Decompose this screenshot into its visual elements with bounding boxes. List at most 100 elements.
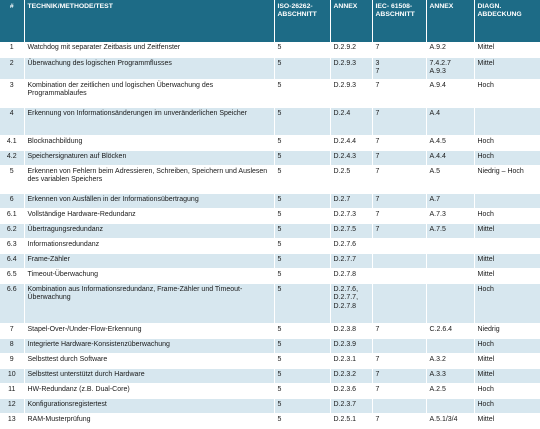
cell-iso: 5 [274, 79, 331, 108]
cell-text: Mittel [477, 415, 495, 423]
cell-text: D.2.7.7, [333, 294, 359, 302]
cell-iso: 5 [274, 413, 331, 429]
cell-coverage: Hoch [474, 208, 540, 224]
cell-text: Erkennen von Fehlern beim Adressieren, S… [27, 167, 268, 184]
cell-annex-iec [426, 253, 475, 269]
cell-iso: 5 [274, 353, 331, 369]
cell-annex-iso: D.2.7.7 [330, 253, 373, 269]
cell-text: A.9.3 [429, 68, 446, 76]
cell-text: 7 [375, 385, 380, 393]
cell-coverage: Mittel [474, 42, 540, 58]
cell-text: D.2.7.6, [333, 285, 359, 293]
cell-annex-iso: D.2.9.3 [330, 57, 373, 80]
table-row: 4.1 Blocknachbildung 5 D.2.4.4 7 A.4.5 Hoch [0, 135, 540, 151]
cell-technique: Vollständige Hardware-Redundanz [24, 208, 275, 224]
table-row: 4.2 Speichersignaturen auf Blöcken 5 D.2.4.… [0, 150, 540, 166]
cell-iec: 7 [372, 413, 427, 429]
cell-num: 4.1 [0, 135, 25, 151]
cell-annex-iec: A.3.2 [426, 353, 475, 369]
cell-iso: 5 [274, 238, 331, 254]
cell-text: 5 [277, 400, 282, 408]
cell-technique: Watchdog mit separater Zeitbasis und Zei… [24, 42, 275, 58]
cell-text: A.4.4 [429, 152, 446, 160]
cell-coverage: Niedrig – Hoch [474, 165, 540, 194]
cell-iec: 7 [372, 107, 427, 136]
cell-text: D.2.5 [333, 167, 351, 175]
cell-text: D.2.3.9 [333, 340, 357, 348]
cell-text: 7 [9, 325, 14, 333]
table-row: 4 Erkennung von Informationsänderungen im… [0, 107, 540, 136]
cell-iso: 5 [274, 150, 331, 166]
cell-text: Mittel [477, 44, 495, 51]
cell-annex-iso: D.2.7.6 [330, 238, 373, 254]
cell-technique: Stapel-Over-/Under-Flow-Erkennung [24, 323, 275, 339]
cell-iso: 5 [274, 283, 331, 324]
cell-text: A.7 [429, 195, 441, 203]
table-row: 7 Stapel-Over-/Under-Flow-Erkennung 5 D.2.3… [0, 323, 540, 339]
cell-coverage: Hoch [474, 398, 540, 414]
cell-text: D.2.4.3 [333, 152, 357, 160]
cell-technique: Erkennung von Informationsänderungen im … [24, 107, 275, 136]
table-row: 5 Erkennen von Fehlern beim Adressieren, … [0, 165, 540, 194]
cell-iso: 5 [274, 398, 331, 414]
cell-annex-iec: A.5.1/3/4 [426, 413, 475, 429]
cell-text: 5 [277, 152, 282, 160]
cell-annex-iso: D.2.7.6, D.2.7.7, D.2.7.8 [330, 283, 373, 324]
cell-iso: 5 [274, 383, 331, 399]
cell-annex-iec: A.7.3 [426, 208, 475, 224]
cell-text: 5 [277, 59, 282, 67]
cell-text: Hoch [477, 152, 494, 160]
cell-iso: 5 [274, 42, 331, 58]
cell-text: 7.4.2.7 [429, 59, 451, 67]
cell-annex-iec [426, 283, 475, 324]
cell-annex-iso: D.2.3.1 [330, 353, 373, 369]
cell-text: 13 [7, 415, 16, 423]
cell-technique: Timeout-Überwachung [24, 268, 275, 284]
cell-iec: 7 [372, 150, 427, 166]
cell-iso: 5 [274, 323, 331, 339]
cell-text: Selbsttest unterstützt durch Hardware [27, 370, 145, 378]
cell-iso: 5 [274, 223, 331, 239]
cell-annex-iec: A.4 [426, 107, 475, 136]
cell-technique: Selbsttest unterstützt durch Hardware [24, 368, 275, 384]
cell-text: 5 [277, 340, 282, 348]
cell-text: D.2.7.8 [333, 302, 357, 310]
cell-text: 4 [9, 109, 14, 117]
cell-annex-iec [426, 238, 475, 254]
header-iec: IEC- 61508-ABSCHNITT [372, 0, 427, 42]
cell-iec [372, 283, 427, 324]
cell-text: D.2.7.8 [333, 270, 357, 278]
cell-iec [372, 253, 427, 269]
cell-text: Überwachung des logischen Programmflusse… [27, 59, 172, 67]
cell-text: Integrierte Hardware-Konsistenzüberwachu… [27, 340, 170, 348]
cell-annex-iec: A.9.2 [426, 42, 475, 58]
cell-text: D.2.3.2 [333, 370, 357, 378]
cell-num: 9 [0, 353, 25, 369]
cell-annex-iso: D.2.3.9 [330, 338, 373, 354]
cell-text: 6.2 [6, 225, 17, 233]
cell-text: 7 [375, 152, 380, 160]
cell-annex-iso: D.2.4.3 [330, 150, 373, 166]
cell-text: 5 [277, 270, 282, 278]
cell-num: 6 [0, 193, 25, 209]
cell-text: 7 [375, 325, 380, 333]
cell-text: Übertragungsredundanz [27, 225, 104, 233]
cell-annex-iec: C.2.6.4 [426, 323, 475, 339]
cell-technique: Erkennen von Fehlern beim Adressieren, S… [24, 165, 275, 194]
cell-coverage: Hoch [474, 150, 540, 166]
cell-annex-iec: 7.4.2.7 A.9.3 [426, 57, 475, 80]
cell-text: A.7.5 [429, 225, 446, 233]
cell-text: Kombination aus Informationsredundanz, F… [27, 285, 243, 302]
cell-text: Niedrig – Hoch [477, 167, 524, 175]
cell-text: 3 [375, 59, 380, 67]
cell-iso: 5 [274, 368, 331, 384]
cell-text: D.2.4.4 [333, 137, 357, 145]
table-row: 6.3 Informationsredundanz 5 D.2.7.6 [0, 238, 540, 254]
cell-text: Stapel-Over-/Under-Flow-Erkennung [27, 325, 142, 333]
table-row: 11 HW-Redundanz (z.B. Dual-Core) 5 D.2.3.6 7… [0, 383, 540, 399]
cell-text: D.2.7 [333, 195, 351, 203]
cell-text: 5 [277, 240, 282, 248]
cell-num: 7 [0, 323, 25, 339]
